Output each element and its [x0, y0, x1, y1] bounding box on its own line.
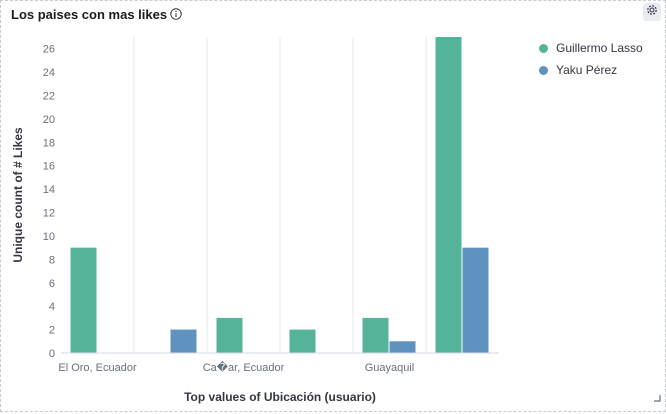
- y-tick-label: 12: [43, 208, 55, 220]
- y-tick-label: 20: [43, 114, 55, 126]
- x-tick-label: Guayaquil: [365, 362, 415, 374]
- y-tick-label: 8: [49, 254, 55, 266]
- y-tick-label: 0: [49, 348, 55, 360]
- bar[interactable]: [389, 341, 416, 353]
- panel-header: Los paises con mas likes: [11, 5, 182, 23]
- legend-swatch: [539, 65, 548, 75]
- x-tick-label: El Oro, Ecuador: [58, 362, 137, 374]
- legend-label: Yaku Pérez: [556, 63, 618, 77]
- y-axis-title: Unique count of # Likes: [11, 127, 25, 263]
- y-tick-label: 18: [43, 137, 55, 149]
- x-tick-label: Ca�ar, Ecuador: [203, 361, 285, 374]
- chart-bars: [70, 37, 489, 353]
- bar[interactable]: [462, 247, 489, 353]
- panel-settings-button[interactable]: [643, 3, 661, 21]
- y-tick-label: 2: [49, 325, 55, 337]
- legend-item-yaku-perez[interactable]: Yaku Pérez: [539, 59, 643, 81]
- info-circle-icon[interactable]: [170, 8, 182, 20]
- chart-grid: [133, 37, 427, 353]
- y-tick-label: 4: [49, 301, 55, 313]
- gear-icon: [645, 3, 659, 22]
- bar[interactable]: [216, 317, 243, 353]
- legend-item-guillermo-lasso[interactable]: Guillermo Lasso: [539, 37, 643, 59]
- legend-label: Guillermo Lasso: [556, 41, 643, 55]
- bar[interactable]: [170, 329, 197, 353]
- bar[interactable]: [362, 317, 389, 353]
- y-tick-label: 10: [43, 231, 55, 243]
- y-tick-label: 6: [49, 278, 55, 290]
- bar[interactable]: [70, 247, 97, 353]
- chart-legend: Guillermo Lasso Yaku Pérez: [539, 37, 643, 81]
- y-tick-label: 22: [43, 91, 55, 103]
- y-tick-label: 14: [43, 184, 55, 196]
- resize-corner-icon[interactable]: [653, 389, 661, 407]
- y-tick-label: 16: [43, 161, 55, 173]
- panel-title: Los paises con mas likes: [11, 6, 168, 22]
- y-tick-label: 24: [43, 67, 55, 79]
- x-axis-title: Top values of Ubicación (usuario): [184, 390, 376, 404]
- bar[interactable]: [289, 329, 316, 353]
- legend-swatch: [539, 43, 548, 53]
- x-axis-ticks: El Oro, Ecuador Ca�ar, Ecuador Guayaquil: [58, 361, 414, 374]
- bar[interactable]: [435, 37, 462, 353]
- y-tick-label: 26: [43, 44, 55, 56]
